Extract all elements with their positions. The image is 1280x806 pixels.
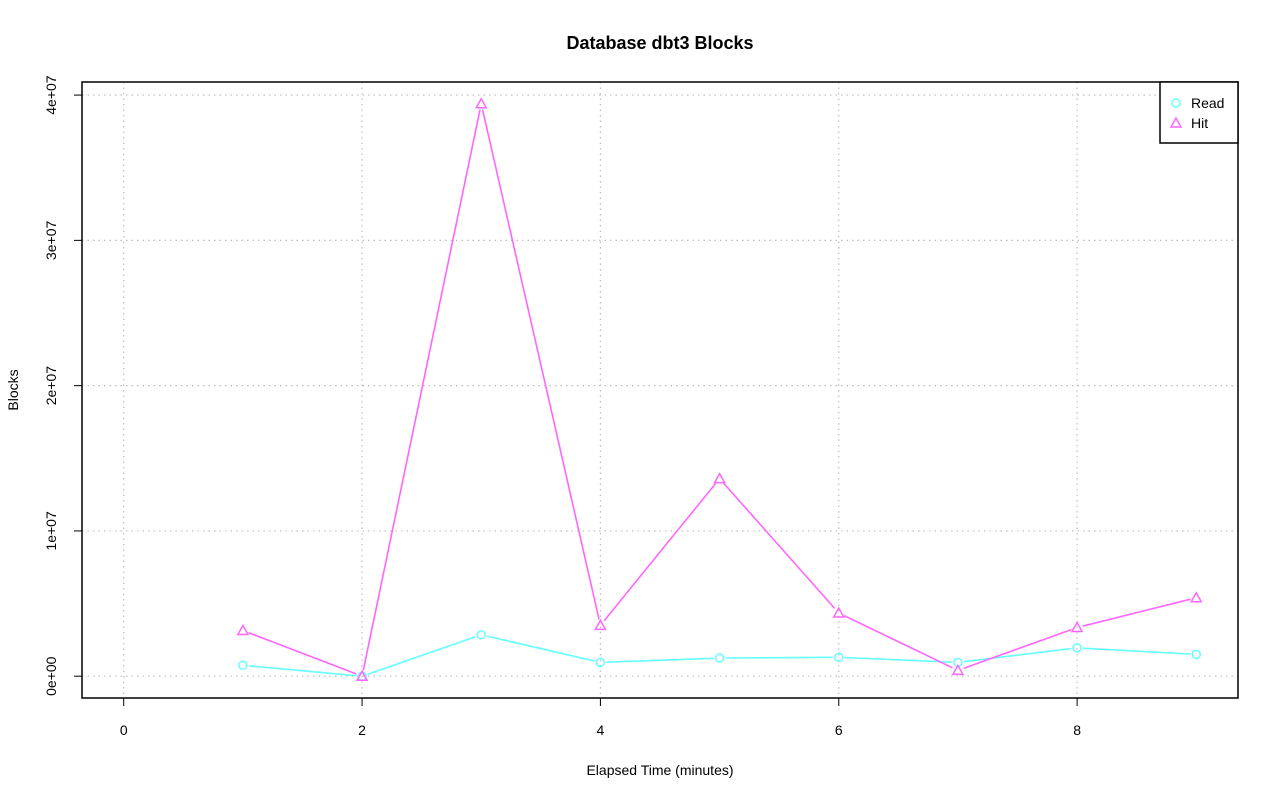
read-point — [238, 660, 248, 671]
read-point — [476, 630, 486, 640]
series-layer — [236, 97, 1203, 681]
read-line-segment — [963, 647, 1072, 663]
series-hit — [236, 97, 1203, 681]
y-tick-label: 0e+00 — [43, 656, 59, 696]
x-axis-label: Elapsed Time (minutes) — [586, 762, 733, 778]
x-tick-label: 0 — [120, 722, 128, 738]
grid-layer — [82, 82, 1238, 698]
read-point — [595, 657, 606, 668]
hit-line-segment — [603, 482, 717, 622]
series-read — [238, 630, 1202, 681]
legend-items: Read Hit — [1169, 95, 1224, 131]
y-tick-label: 4e+07 — [43, 75, 59, 115]
read-line-segment — [367, 636, 476, 675]
read-point — [1191, 649, 1202, 660]
read-line-segment — [486, 635, 595, 662]
legend-hit-marker — [1169, 116, 1183, 128]
read-point — [714, 653, 725, 663]
hit-line-segment — [1082, 598, 1191, 627]
plot-frame — [81, 81, 1239, 699]
read-line-segment — [1083, 647, 1191, 655]
hit-point — [1070, 620, 1084, 633]
hit-point — [951, 663, 965, 676]
legend: Read Hit — [1159, 81, 1239, 144]
hit-point — [832, 606, 846, 618]
hit-line-segment — [722, 482, 836, 610]
hit-line-segment — [963, 628, 1072, 670]
x-tick-label: 2 — [358, 722, 366, 738]
read-line-segment — [844, 656, 952, 663]
read-line-segment — [725, 656, 833, 659]
read-line-segment — [606, 657, 714, 663]
legend-read-marker — [1171, 98, 1181, 108]
x-tick-label: 8 — [1073, 722, 1081, 738]
read-line-segment — [248, 665, 357, 677]
axis-layer: 0 2 4 6 8 0e+00 1e+07 2e+07 3e+07 4e+07 — [43, 75, 1081, 738]
legend-hit-label: Hit — [1191, 115, 1208, 131]
hit-point — [1190, 591, 1203, 603]
legend-box — [1159, 81, 1239, 144]
hit-point — [355, 669, 369, 681]
hit-point — [236, 623, 250, 636]
read-point — [834, 652, 844, 663]
hit-line-segment — [843, 614, 953, 669]
hit-point — [594, 618, 607, 631]
hit-point — [713, 472, 726, 484]
y-axis-label: Blocks — [5, 369, 21, 410]
hit-line-segment — [362, 109, 481, 671]
x-tick-label: 6 — [835, 722, 843, 738]
y-tick-label: 3e+07 — [43, 220, 59, 260]
read-point — [1072, 643, 1082, 653]
y-tick-label: 1e+07 — [43, 511, 59, 551]
x-tick-label: 4 — [597, 722, 605, 738]
hit-line-segment — [248, 631, 357, 675]
hit-point — [474, 97, 488, 109]
legend-read-label: Read — [1191, 95, 1224, 111]
chart-title: Database dbt3 Blocks — [566, 33, 753, 53]
y-tick-label: 2e+07 — [43, 366, 59, 406]
hit-line-segment — [481, 109, 600, 620]
